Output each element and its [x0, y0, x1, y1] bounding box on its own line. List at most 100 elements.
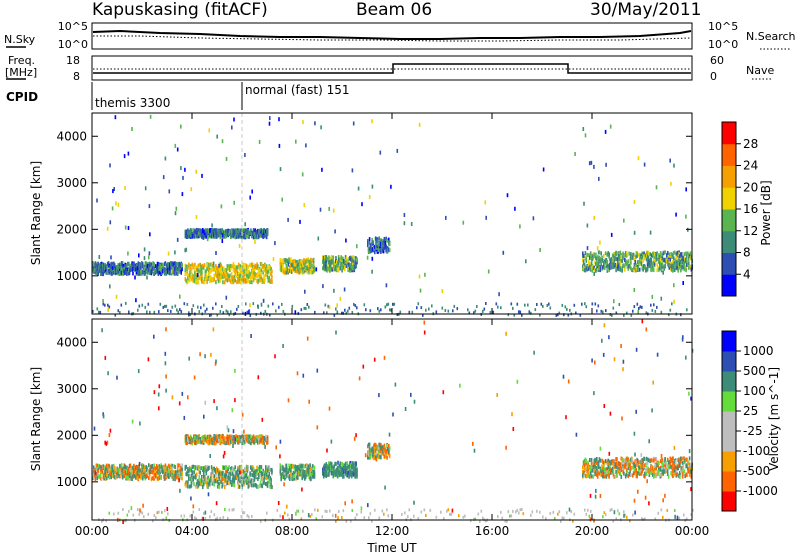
power-echo-cell — [137, 268, 140, 273]
power-echo-cell — [209, 228, 211, 233]
velocity-echo-cell — [582, 465, 584, 470]
power-echo-cell — [219, 278, 222, 283]
power-echo-cell — [212, 261, 215, 266]
power-echo-cell — [241, 278, 243, 283]
power-echo-cell — [258, 231, 261, 236]
velocity-echo-cell — [328, 471, 330, 476]
power-echo-cell — [347, 258, 349, 263]
velocity-echo-cell — [582, 460, 585, 465]
velocity-echo-cell — [243, 482, 245, 487]
power-echo-cell — [328, 257, 330, 262]
power-echo-cell — [680, 252, 683, 257]
power-echo-cell — [291, 268, 294, 273]
power-echo-cell — [174, 211, 177, 216]
power-echo-cell — [292, 263, 295, 268]
power-echo-cell — [232, 230, 235, 235]
velocity-echo-cell — [198, 481, 201, 486]
power-echo-cell — [188, 273, 191, 278]
power-echo-cell — [233, 268, 236, 273]
power-echo-cell — [331, 267, 334, 271]
power-echo-cell — [342, 311, 345, 315]
power-echo-cell — [527, 303, 529, 307]
power-echo-cell — [297, 267, 299, 272]
power-echo-cell — [186, 272, 188, 277]
power-sparse-echoes — [96, 114, 689, 317]
velocity-echo-cell — [127, 469, 130, 473]
velocity-echo-cell — [243, 434, 245, 439]
power-echo-cell — [127, 151, 130, 156]
velocity-echo-cell — [259, 480, 262, 485]
power-echo-cell — [266, 229, 269, 234]
power-echo-cell — [99, 268, 101, 273]
power-echo-cell — [452, 309, 454, 313]
velocity-echo-cell — [327, 470, 329, 475]
velocity-echo-cell — [299, 468, 302, 473]
power-echo-cell — [336, 303, 338, 308]
power-echo-cell — [588, 161, 591, 166]
velocity-echo-cell — [226, 439, 229, 444]
power-echo-cell — [284, 258, 287, 263]
velocity-echo-cell — [240, 439, 243, 443]
velocity-echo-cell — [260, 483, 263, 488]
power-echo-cell — [266, 274, 269, 279]
velocity-echo-cell — [173, 464, 175, 469]
velocity-echo-cell — [194, 466, 196, 471]
power-echo-cell — [211, 231, 214, 236]
power-echo-cell — [230, 266, 232, 271]
power-echo-cell — [638, 252, 640, 257]
velocity-echo-cell — [210, 465, 213, 470]
power-echo-cell — [369, 249, 372, 254]
velocity-echo-cell — [174, 477, 176, 482]
power-echo-cell — [208, 229, 210, 234]
velocity-echo-cell — [223, 485, 226, 490]
power-echo-cell — [186, 235, 188, 239]
power-echo-cell — [651, 253, 653, 258]
velocity-echo-cell — [373, 448, 375, 453]
power-echo-cell — [656, 305, 658, 309]
power-echo-cell — [265, 233, 267, 238]
power-echo-cell — [215, 231, 218, 236]
velocity-echo-cell — [383, 443, 386, 448]
velocity-echo-cell — [329, 463, 331, 468]
velocity-echo-cell — [229, 437, 231, 442]
velocity-echo-cell — [231, 480, 234, 485]
velocity-echo-cell — [267, 474, 270, 479]
power-echo-cell — [185, 234, 187, 239]
power-echo-cell — [109, 163, 111, 168]
velocity-echo-cell — [244, 467, 246, 471]
power-echo-cell — [314, 310, 316, 314]
power-echo-cell — [261, 264, 264, 269]
power-echo-cell — [456, 307, 459, 311]
velocity-echo-cell — [305, 468, 308, 473]
power-echo-cell — [637, 260, 639, 265]
power-echo-cell — [324, 303, 327, 307]
power-echo-cell — [109, 284, 111, 289]
velocity-echo-cell — [337, 471, 340, 476]
velocity-echo-cell — [367, 444, 369, 449]
velocity-echo-cell — [330, 462, 333, 466]
velocity-echo-cell — [127, 469, 129, 474]
power-echo-cell — [380, 308, 382, 312]
power-echo-cell — [676, 260, 679, 265]
velocity-echo-cell — [597, 460, 600, 465]
velocity-echo-cell — [586, 469, 588, 474]
power-echo-cell — [596, 255, 599, 260]
power-echo-cell — [243, 274, 245, 279]
power-echo-cell — [263, 274, 265, 279]
velocity-echo-cell — [238, 484, 241, 489]
power-echo-cell — [137, 270, 140, 275]
power-echo-cell — [305, 259, 308, 264]
velocity-echo-cell — [123, 463, 126, 468]
power-echo-cell — [582, 258, 584, 263]
power-echo-cell — [624, 253, 627, 258]
power-echo-cell — [153, 263, 155, 268]
velocity-echo-cell — [198, 437, 201, 442]
velocity-echo-cell — [353, 472, 356, 477]
velocity-echo-cell — [209, 437, 212, 442]
velocity-echo-cell — [308, 471, 310, 476]
power-echo-cell — [226, 273, 229, 278]
power-echo-cell — [228, 313, 231, 317]
power-echo-cell — [673, 256, 675, 261]
velocity-echo-cell — [288, 463, 290, 468]
power-echo-cell — [213, 273, 215, 278]
